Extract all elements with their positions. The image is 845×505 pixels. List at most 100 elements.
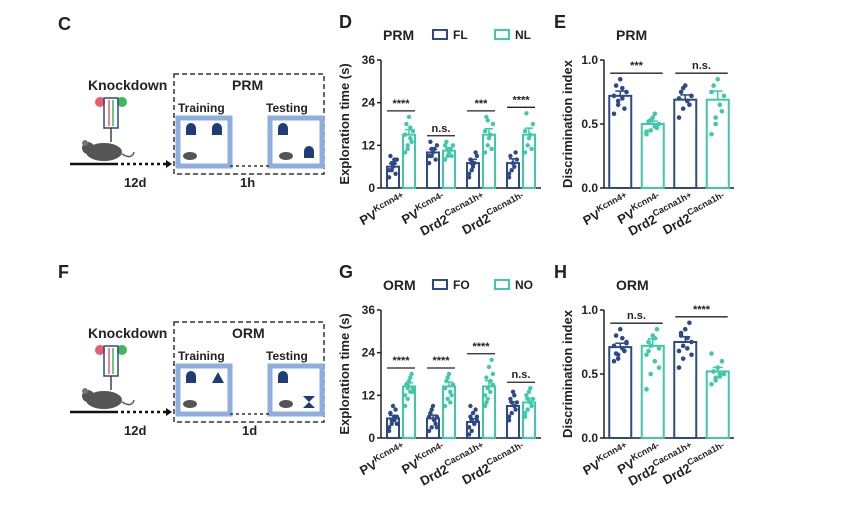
- data-point: [689, 93, 694, 99]
- data-point: [522, 414, 528, 419]
- data-point: [433, 421, 438, 426]
- y-tick-label: 24: [362, 96, 376, 110]
- data-point: [386, 168, 392, 173]
- data-point: [721, 371, 727, 377]
- data-point: [617, 76, 623, 82]
- testing-label: Testing: [266, 101, 308, 115]
- data-point: [469, 168, 474, 173]
- data-point: [470, 164, 476, 169]
- data-point: [508, 153, 513, 159]
- data-point: [685, 346, 690, 351]
- bar: [673, 98, 698, 189]
- data-point: [392, 157, 397, 162]
- data-point: [613, 333, 619, 338]
- data-point: [389, 421, 394, 426]
- y-axis-title: Exploration time (s): [337, 63, 352, 184]
- data-point: [709, 381, 714, 387]
- data-point: [428, 410, 433, 416]
- significance-label: ****: [432, 355, 450, 367]
- data-point: [652, 335, 658, 341]
- data-point: [514, 157, 520, 162]
- data-point: [472, 421, 477, 426]
- data-point: [486, 364, 492, 370]
- data-point: [524, 393, 529, 398]
- data-point: [687, 320, 692, 326]
- knockdown-label: Knockdown: [88, 77, 167, 93]
- bar: [426, 417, 440, 439]
- data-point: [689, 352, 694, 358]
- data-point: [446, 150, 452, 155]
- data-point: [474, 418, 480, 423]
- data-point: [426, 160, 432, 166]
- data-point: [685, 98, 690, 104]
- data-point: [430, 150, 436, 155]
- data-point: [676, 365, 682, 370]
- data-point: [392, 414, 397, 419]
- data-point: [442, 143, 448, 148]
- data-point: [648, 343, 653, 349]
- syringe-icon: [95, 97, 127, 142]
- data-point: [490, 121, 496, 127]
- data-point: [485, 386, 490, 391]
- data-point: [469, 418, 474, 423]
- x-tick-label: PVKcnn4+: [356, 440, 408, 479]
- data-point: [506, 414, 512, 419]
- data-point: [526, 136, 532, 141]
- y-tick-label: 12: [362, 388, 376, 402]
- data-point: [482, 128, 488, 134]
- data-point: [615, 102, 621, 108]
- data-point: [406, 378, 412, 384]
- data-point: [687, 102, 692, 108]
- data-point: [388, 410, 393, 416]
- data-point: [433, 157, 438, 162]
- data-point: [404, 121, 409, 127]
- data-point: [393, 171, 398, 176]
- y-tick-label: 24: [362, 346, 376, 360]
- data-point: [482, 403, 488, 409]
- data-point: [390, 403, 396, 409]
- bar: [522, 133, 536, 189]
- data-point: [646, 339, 651, 345]
- data-point: [450, 143, 456, 148]
- data-point: [644, 129, 649, 134]
- data-point: [409, 371, 414, 377]
- data-point: [448, 389, 453, 394]
- data-point: [644, 352, 649, 358]
- chart-title: ORM: [616, 277, 649, 293]
- x-tick-label: Drd2Cacna1h-: [659, 190, 729, 238]
- data-point: [450, 382, 456, 387]
- data-point: [488, 132, 493, 137]
- data-point: [410, 389, 416, 394]
- data-point: [613, 351, 619, 356]
- data-point: [442, 386, 448, 391]
- data-point: [620, 335, 625, 341]
- data-point: [652, 358, 658, 364]
- data-point: [490, 371, 496, 377]
- data-point: [689, 339, 694, 345]
- legend-swatch: [494, 279, 510, 290]
- data-point: [506, 175, 512, 180]
- data-point: [405, 396, 410, 402]
- data-point: [408, 125, 413, 130]
- data-point: [444, 139, 449, 144]
- data-point: [680, 343, 686, 349]
- data-point: [449, 393, 454, 398]
- days-label: 12d: [124, 423, 146, 438]
- data-point: [711, 83, 716, 88]
- data-point: [474, 153, 480, 159]
- data-point: [509, 400, 514, 405]
- data-point: [719, 108, 725, 114]
- data-point: [466, 171, 472, 176]
- data-point: [680, 356, 686, 361]
- data-point: [530, 396, 536, 402]
- mouse-icon: [82, 388, 135, 409]
- data-point: [402, 132, 408, 137]
- data-point: [529, 146, 534, 152]
- data-point: [402, 393, 408, 398]
- data-point: [615, 356, 621, 361]
- data-point: [484, 375, 489, 380]
- bar: [705, 370, 730, 439]
- data-point: [678, 330, 684, 336]
- data-point: [445, 146, 450, 152]
